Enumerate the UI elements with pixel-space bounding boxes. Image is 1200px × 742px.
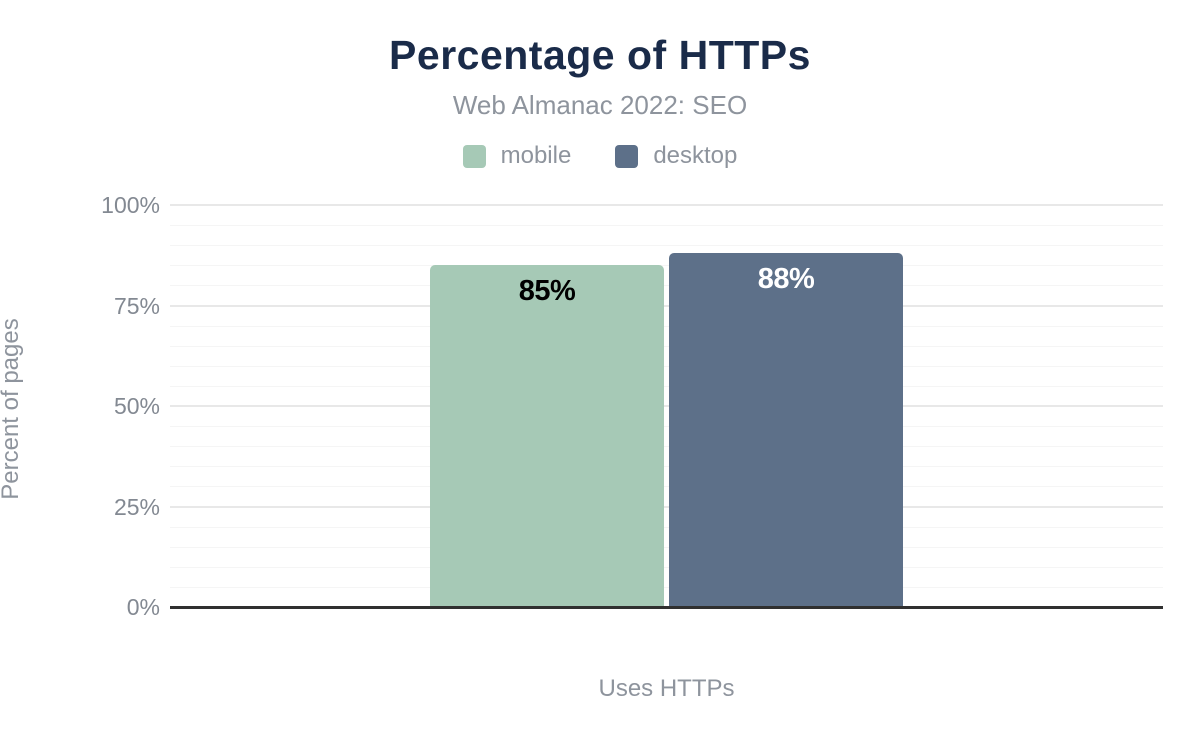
x-axis-baseline xyxy=(170,606,1163,609)
minor-gridline xyxy=(170,526,1163,528)
legend-item-desktop: desktop xyxy=(615,142,737,170)
y-tick-label: 100% xyxy=(101,192,160,218)
minor-gridline xyxy=(170,365,1163,367)
minor-gridline xyxy=(170,486,1163,488)
plot-area: 85% 88% xyxy=(170,204,1163,609)
minor-gridline xyxy=(170,385,1163,387)
mobile-swatch-icon xyxy=(462,144,486,168)
bar-mobile: 85% xyxy=(430,265,664,607)
major-gridline xyxy=(170,505,1163,508)
legend: mobile desktop xyxy=(0,142,1200,170)
bar-value-label-desktop: 88% xyxy=(757,263,815,296)
minor-gridline xyxy=(170,245,1163,247)
x-axis-title: Uses HTTPs xyxy=(598,675,735,702)
major-gridline xyxy=(170,405,1163,407)
legend-label-mobile: mobile xyxy=(500,142,572,169)
legend-item-mobile: mobile xyxy=(462,142,572,170)
bar-desktop: 88% xyxy=(669,253,903,607)
chart-title: Percentage of HTTPs xyxy=(389,32,811,78)
minor-gridline xyxy=(170,466,1163,468)
minor-gridline xyxy=(170,225,1163,227)
minor-gridline xyxy=(170,426,1163,428)
legend-label-desktop: desktop xyxy=(653,142,738,169)
minor-gridline xyxy=(170,566,1163,568)
y-tick-label: 50% xyxy=(113,393,160,419)
minor-gridline xyxy=(170,325,1163,327)
minor-gridline xyxy=(170,586,1163,588)
major-gridline xyxy=(170,304,1163,307)
bar-value-label-mobile: 85% xyxy=(518,275,576,308)
minor-gridline xyxy=(170,546,1163,548)
minor-gridline xyxy=(170,345,1163,347)
minor-gridline xyxy=(170,265,1163,267)
major-gridline xyxy=(170,204,1163,206)
y-tick-label: 25% xyxy=(113,493,160,520)
chart-subtitle: Web Almanac 2022: SEO xyxy=(452,90,748,120)
desktop-swatch-icon xyxy=(615,144,639,168)
minor-gridline xyxy=(170,285,1163,287)
y-tick-label: 0% xyxy=(126,594,160,620)
y-tick-label: 75% xyxy=(113,292,160,319)
minor-gridline xyxy=(170,446,1163,448)
